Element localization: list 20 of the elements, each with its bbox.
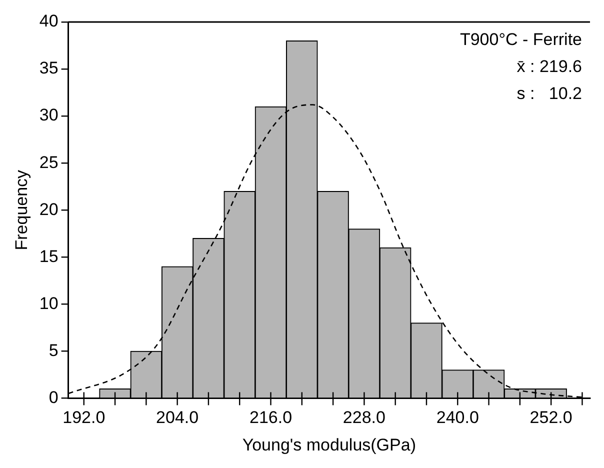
annotation: s : 10.2 <box>516 84 582 104</box>
x-tick-label: 252.0 <box>530 408 572 428</box>
y-tick-label: 40 <box>39 12 58 31</box>
x-tick-label: 216.0 <box>249 408 292 428</box>
y-tick-label: 20 <box>39 200 58 219</box>
x-tick-label: 204.0 <box>156 408 199 428</box>
y-tick-label: 15 <box>39 246 58 266</box>
y-tick-label: 5 <box>48 340 58 360</box>
annotation: T900°C - Ferrite <box>460 30 582 50</box>
y-tick-label: 0 <box>48 388 58 407</box>
y-tick-label: 30 <box>39 106 58 125</box>
x-tick-label: 240.0 <box>436 408 479 428</box>
y-tick-label: 35 <box>39 58 58 78</box>
y-tick-label: 10 <box>39 294 58 313</box>
x-axis-title: Young's modulus(GPa) <box>242 435 416 454</box>
x-tick-label: 192.0 <box>62 408 106 428</box>
x-tick-label: 228.0 <box>342 408 386 428</box>
y-tick-label: 25 <box>39 152 58 172</box>
y-axis-title: Frequency <box>12 169 31 250</box>
annotation: x̄ : 219.6 <box>516 57 582 76</box>
